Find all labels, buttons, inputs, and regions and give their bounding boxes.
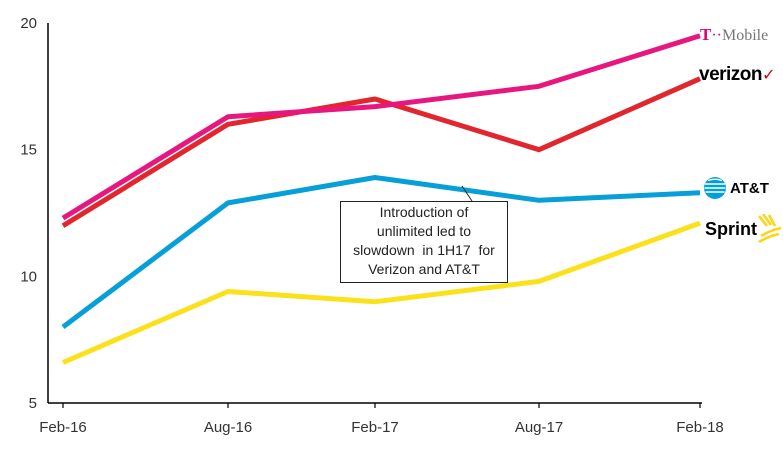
tmobile-dots: ··	[711, 27, 722, 44]
series-line-t-mobile	[61, 33, 701, 221]
y-tick-label: 15	[20, 142, 37, 159]
tmobile-logo: T··Mobile	[700, 25, 768, 45]
y-tick-label: 20	[20, 15, 37, 32]
annotation-box	[340, 201, 508, 283]
annotation-pointer	[461, 185, 473, 202]
annotation-line: Verizon and AT&T	[368, 261, 480, 277]
sprint-burst-icon	[757, 214, 782, 244]
att-wordmark: AT&T	[730, 179, 769, 197]
x-tick-label: Feb-17	[351, 419, 399, 436]
sprint-wordmark: Sprint	[705, 218, 757, 239]
x-tick-label: Aug-17	[515, 419, 563, 436]
y-tick-label: 5	[29, 395, 37, 412]
verizon-wordmark: verizon	[699, 64, 763, 85]
tmobile-wordmark: Mobile	[722, 27, 769, 44]
sprint-logo: Sprint	[705, 214, 783, 244]
x-tick-labels: Feb-16 Aug-16 Feb-17 Aug-17 Feb-18	[39, 403, 724, 436]
series-line-verizon	[61, 76, 702, 228]
series-line-at-t	[61, 175, 701, 329]
annotation-text: Introduction of unlimited led to slowdow…	[342, 203, 506, 279]
globe-icon	[704, 177, 726, 199]
att-logo: AT&T	[703, 176, 769, 200]
x-tick-label: Aug-16	[204, 419, 252, 436]
x-tick-label: Feb-18	[676, 419, 724, 436]
y-tick-label: 10	[20, 268, 37, 285]
verizon-check: ✓	[762, 67, 775, 84]
annotation-line: slowdown in 1H17 for	[353, 242, 495, 258]
y-tick-labels: 5 10 15 20	[20, 15, 37, 412]
tmobile-t: T	[700, 25, 712, 44]
annotation-line: unlimited led to	[376, 223, 472, 239]
annotation-line: Introduction of	[379, 204, 469, 220]
verizon-logo: verizon✓	[699, 64, 775, 86]
series-line-sprint	[62, 220, 701, 365]
series-lines	[61, 33, 702, 365]
x-tick-label: Feb-16	[39, 419, 87, 436]
